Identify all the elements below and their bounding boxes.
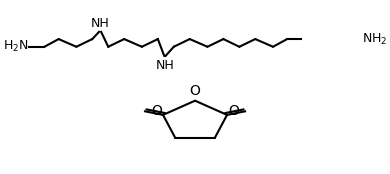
Text: $\mathregular{NH_2}$: $\mathregular{NH_2}$ (362, 31, 387, 47)
Text: O: O (190, 84, 200, 98)
Text: O: O (151, 104, 162, 118)
Text: NH: NH (91, 17, 110, 30)
Text: O: O (228, 104, 239, 118)
Text: NH: NH (156, 59, 174, 72)
Text: $\mathregular{H_2N}$: $\mathregular{H_2N}$ (3, 39, 28, 54)
